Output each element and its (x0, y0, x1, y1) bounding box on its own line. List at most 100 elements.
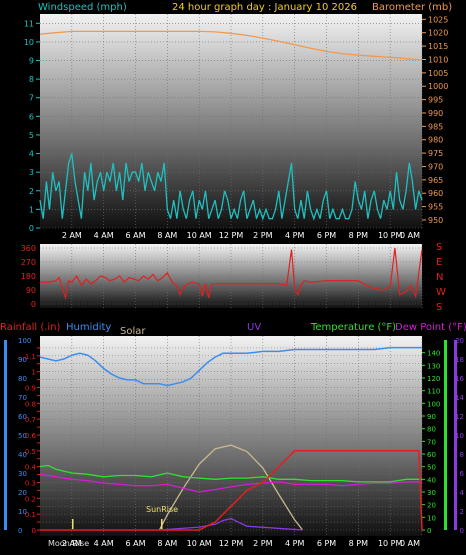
compass-label: S (436, 302, 442, 313)
uv-tick-label: 6 (460, 470, 465, 478)
rainfall-tick-label: 0.8 (25, 400, 36, 408)
barometer-tick-label: 1005 (428, 69, 448, 78)
temperature-tick-label: 40 (427, 476, 436, 484)
rain-axis-bar (4, 340, 7, 530)
temperature-axis-label: Temperature (°F) (310, 322, 396, 333)
uv-line (159, 517, 303, 531)
humidity-tick-label: 100 (18, 337, 31, 345)
rainfall-tick-label: 0.3 (25, 480, 36, 488)
windspeed-tick-label: 6 (29, 112, 34, 121)
barometer-tick-label: 965 (428, 176, 443, 185)
humidity-tick-label: 0 (18, 527, 22, 535)
x-tick-label: 10 PM (378, 539, 403, 548)
x-tick-label: 2 PM (253, 231, 272, 240)
dewpoint-axis-label: Dew Point (°F) (395, 322, 466, 333)
uv-tick-label: 18 (455, 356, 464, 364)
x-tick-label: 2 AM (62, 539, 82, 548)
wind-panel-x-ticks: 2 AM 4 AM 6 AM 8 AM 10 AM 12 PM 2 PM 4 PM 6 PM 8 … (62, 231, 420, 240)
rainfall-ticks: 0 0.1 0.2 0.3 0.4 0.5 0.6 0.7 0.8 0.9 1 1.1 (25, 347, 40, 535)
temperature-line (39, 464, 422, 483)
windspeed-tick-label: 10 (24, 38, 34, 47)
uv-ticks: 0 2 4 6 8 10 12 14 16 18 20 (455, 337, 464, 535)
x-tick-label: 4 AM (94, 539, 114, 548)
temperature-tick-label: 110 (427, 388, 440, 396)
x-tick-label: 2 PM (253, 539, 272, 548)
rainfall-tick-label: 0.9 (25, 385, 36, 393)
windspeed-tick-label: 7 (29, 94, 34, 103)
barometer-tick-label: 990 (428, 109, 443, 118)
x-tick-label: 12 PM (219, 231, 244, 240)
rainfall-line (40, 450, 423, 531)
barometer-tick-label: 1020 (428, 29, 448, 38)
barometer-line (39, 30, 423, 61)
windspeed-tick-label: 8 (29, 75, 34, 84)
barometer-tick-label: 980 (428, 136, 443, 145)
windspeed-tick-label: 4 (29, 150, 34, 159)
humidity-tick-label: 80 (18, 375, 27, 383)
uv-tick-label: 8 (460, 451, 464, 459)
temperature-tick-label: 120 (427, 375, 440, 383)
uv-tick-label: 4 (460, 489, 465, 497)
humidity-tick-label: 10 (18, 508, 27, 516)
dewpoint-line (39, 473, 422, 493)
x-tick-label: 6 PM (317, 539, 336, 548)
wind-panel-background (40, 14, 422, 228)
x-tick-label: 8 AM (157, 539, 177, 548)
x-tick-label: 6 AM (125, 231, 145, 240)
temperature-tick-label: 50 (427, 464, 436, 472)
solar-line (158, 444, 304, 531)
humidity-tick-label: 20 (18, 489, 27, 497)
solar-axis-label: Solar (120, 326, 146, 337)
x-tick-label: 8 PM (349, 231, 368, 240)
humidity-ticks: 0 10 20 30 40 50 60 70 80 90 100 (18, 337, 31, 535)
windspeed-tick-label: 5 (29, 131, 34, 140)
temp-axis-bar (444, 340, 447, 530)
rainfall-tick-label: 1.1 (25, 353, 36, 361)
rainfall-tick-label: 0 (32, 527, 36, 535)
uv-tick-label: 0 (460, 527, 464, 535)
uv-tick-label: 20 (455, 337, 464, 345)
temperature-tick-label: 60 (427, 451, 436, 459)
x-tick-label: 4 PM (285, 231, 304, 240)
uv-tick-label: 16 (455, 375, 464, 383)
x-tick-label: 8 AM (157, 231, 177, 240)
barometer-tick-label: 950 (428, 216, 443, 225)
humidity-line (39, 346, 422, 387)
temperature-tick-label: 10 (427, 514, 436, 522)
direction-tick-label: 270 (21, 258, 36, 267)
wind-direction-line (40, 247, 423, 301)
barometer-tick-label: 955 (428, 203, 443, 212)
windspeed-axis-label: Windspeed (mph) (38, 2, 127, 13)
windspeed-tick-label: 11 (24, 19, 34, 28)
sunrise-marker (161, 519, 163, 529)
barometer-tick-label: 970 (428, 162, 443, 171)
rainfall-tick-label: 1 (32, 369, 36, 377)
humidity-tick-label: 40 (18, 451, 27, 459)
compass-label: E (436, 257, 442, 268)
direction-panel-gridlines (40, 244, 423, 308)
temperature-tick-label: 20 (427, 502, 436, 510)
compass-label: W (436, 287, 446, 298)
rainfall-tick-label: 0.2 (25, 495, 36, 503)
humidity-axis-label: Humidity (66, 322, 111, 333)
sunrise-label: SunRise (146, 505, 178, 514)
rainfall-tick-label: 0.4 (25, 464, 37, 472)
temperature-tick-label: 0 (427, 527, 431, 535)
compass-label: N (436, 272, 443, 283)
x-tick-label: 6 PM (317, 231, 336, 240)
x-tick-label: 10 AM (187, 231, 212, 240)
weather-panel-x-ticks: 2 AM 4 AM 6 AM 8 AM 10 AM 12 PM 2 PM 4 PM 6 PM 8 … (62, 539, 420, 548)
x-tick-label: 4 AM (94, 231, 114, 240)
uv-axis-bar (454, 340, 457, 530)
rainfall-tick-label: 0.1 (25, 511, 36, 519)
direction-tick-label: 180 (21, 272, 36, 281)
barometer-tick-label: 1000 (428, 82, 448, 91)
temperature-tick-label: 80 (427, 426, 436, 434)
x-tick-label: 4 PM (285, 539, 304, 548)
moonrise-marker (72, 519, 74, 529)
uv-tick-label: 14 (455, 394, 464, 402)
uv-tick-label: 12 (455, 413, 464, 421)
temperature-tick-label: 70 (427, 438, 436, 446)
